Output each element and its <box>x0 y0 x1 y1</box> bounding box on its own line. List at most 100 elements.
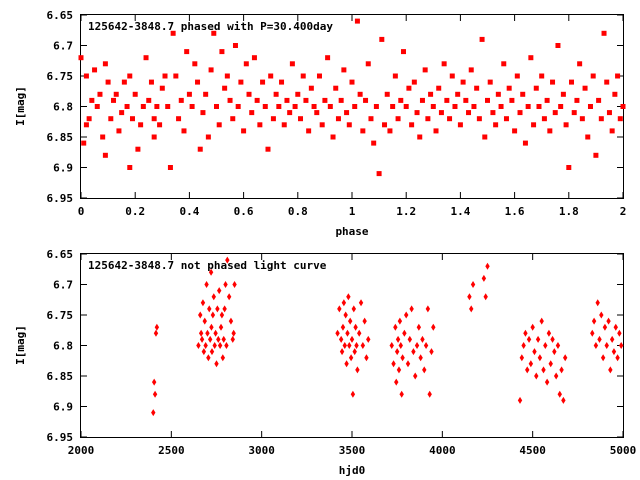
data-point <box>151 409 156 417</box>
data-point <box>493 122 499 128</box>
data-point <box>340 323 346 331</box>
data-point <box>387 128 393 134</box>
data-point <box>354 18 360 24</box>
data-point <box>354 342 359 349</box>
data-point <box>83 122 89 128</box>
data-point <box>411 79 417 85</box>
data-point <box>214 104 219 109</box>
data-point <box>609 128 615 134</box>
data-point <box>350 390 356 398</box>
data-point <box>345 329 350 337</box>
y-tick-labels: 6.65 6.7 6.75 6.8 6.85 6.9 6.95 <box>47 248 74 444</box>
data-point <box>198 329 204 337</box>
data-point <box>606 110 612 116</box>
data-point <box>178 97 184 103</box>
data-point <box>338 335 344 343</box>
data-point <box>127 165 133 170</box>
data-point <box>563 122 569 128</box>
data-point <box>217 287 222 295</box>
data-point <box>438 110 444 116</box>
data-point <box>260 79 266 85</box>
data-point <box>470 281 476 288</box>
data-point <box>224 342 229 349</box>
data-point <box>344 110 350 116</box>
data-point <box>335 116 341 122</box>
data-point <box>409 305 414 313</box>
data-point <box>228 317 234 325</box>
unphased-light-curve-panel: 6.65 6.7 6.75 6.8 6.85 6.9 6.95 2000 2500 3000 35… <box>14 248 636 477</box>
data-point <box>460 79 466 85</box>
data-point <box>569 79 575 85</box>
data-point <box>232 281 237 288</box>
data-point <box>517 110 523 116</box>
data-point <box>251 55 257 61</box>
data-point <box>600 354 606 362</box>
data-point <box>550 335 555 343</box>
data-point <box>539 73 545 79</box>
data-point <box>482 134 488 140</box>
data-point <box>582 85 588 91</box>
data-point <box>392 73 398 79</box>
data-point <box>544 378 550 386</box>
data-point <box>200 110 206 116</box>
data-point <box>341 299 347 307</box>
x-tick-label: 1.4 <box>450 205 470 218</box>
data-point <box>364 354 369 362</box>
data-point <box>209 348 215 356</box>
data-point <box>81 140 87 146</box>
data-point <box>362 317 367 325</box>
data-point <box>436 85 442 91</box>
data-point <box>173 73 179 79</box>
data-point <box>620 104 626 109</box>
data-point <box>295 91 301 97</box>
y-tick-label: 6.7 <box>53 40 73 53</box>
data-point <box>444 97 450 103</box>
data-point <box>330 134 336 140</box>
data-point <box>218 323 224 331</box>
x-tick-label: 0.8 <box>288 205 308 218</box>
data-point <box>390 104 396 109</box>
data-point <box>360 342 366 349</box>
data-point <box>509 97 515 103</box>
data-point <box>557 390 562 398</box>
data-point <box>433 128 439 134</box>
data-point <box>593 152 599 158</box>
data-point <box>416 323 422 331</box>
data-point <box>398 97 404 103</box>
data-point <box>129 116 135 122</box>
data-point <box>148 79 154 85</box>
y-tick-labels: 6.65 6.7 6.75 6.8 6.85 6.9 6.95 <box>47 9 74 205</box>
data-point <box>590 329 595 337</box>
data-point <box>116 128 122 134</box>
data-point <box>157 122 163 128</box>
data-point <box>208 67 214 73</box>
data-point <box>544 97 550 103</box>
data-point <box>113 91 119 97</box>
y-tick-label: 6.7 <box>53 279 73 292</box>
data-point <box>246 91 252 97</box>
data-point <box>441 61 447 67</box>
data-point <box>466 110 472 116</box>
data-point <box>376 171 382 177</box>
data-point <box>100 134 106 140</box>
data-point <box>222 305 227 313</box>
data-point <box>292 104 298 109</box>
data-point <box>200 299 206 307</box>
data-point <box>303 97 309 103</box>
data-point <box>249 110 255 116</box>
data-point <box>541 366 546 374</box>
data-point <box>230 335 235 343</box>
plot-frame <box>80 14 624 199</box>
data-points <box>78 18 626 177</box>
data-point <box>382 122 388 128</box>
data-point <box>423 342 429 349</box>
data-point <box>146 97 152 103</box>
data-point <box>615 354 620 362</box>
data-point <box>181 128 187 134</box>
data-point <box>553 372 559 380</box>
data-point <box>342 342 347 349</box>
data-point <box>111 97 117 103</box>
y-tick-label: 6.9 <box>53 162 73 175</box>
data-point <box>604 342 609 349</box>
data-point <box>327 104 333 109</box>
